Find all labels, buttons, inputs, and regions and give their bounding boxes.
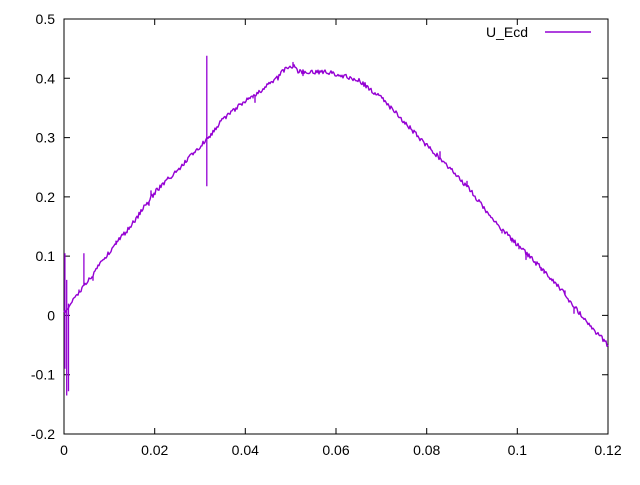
y-tick-label: 0.2 [36, 189, 56, 205]
x-tick-label: 0.06 [322, 442, 349, 458]
axis-ticks [63, 18, 609, 435]
y-tick-label: -0.1 [31, 367, 55, 383]
y-tick-label: 0.4 [36, 70, 56, 86]
x-tick-label: 0 [60, 442, 68, 458]
series-line [63, 61, 609, 347]
x-tick-label: 0.02 [141, 442, 168, 458]
legend-label: U_Ecd [486, 24, 528, 40]
x-tick-label: 0.1 [508, 442, 528, 458]
y-tick-label: 0.3 [36, 130, 56, 146]
y-tick-label: 0.1 [36, 248, 56, 264]
transient-spikes [64, 55, 208, 396]
x-tick-label: 0.12 [594, 442, 621, 458]
x-tick-label: 0.04 [232, 442, 259, 458]
y-tick-label: 0.5 [36, 11, 56, 27]
y-tick-label: -0.2 [31, 426, 55, 442]
plot-border [63, 18, 609, 435]
x-tick-label: 0.08 [413, 442, 440, 458]
y-tick-label: 0 [47, 307, 55, 323]
